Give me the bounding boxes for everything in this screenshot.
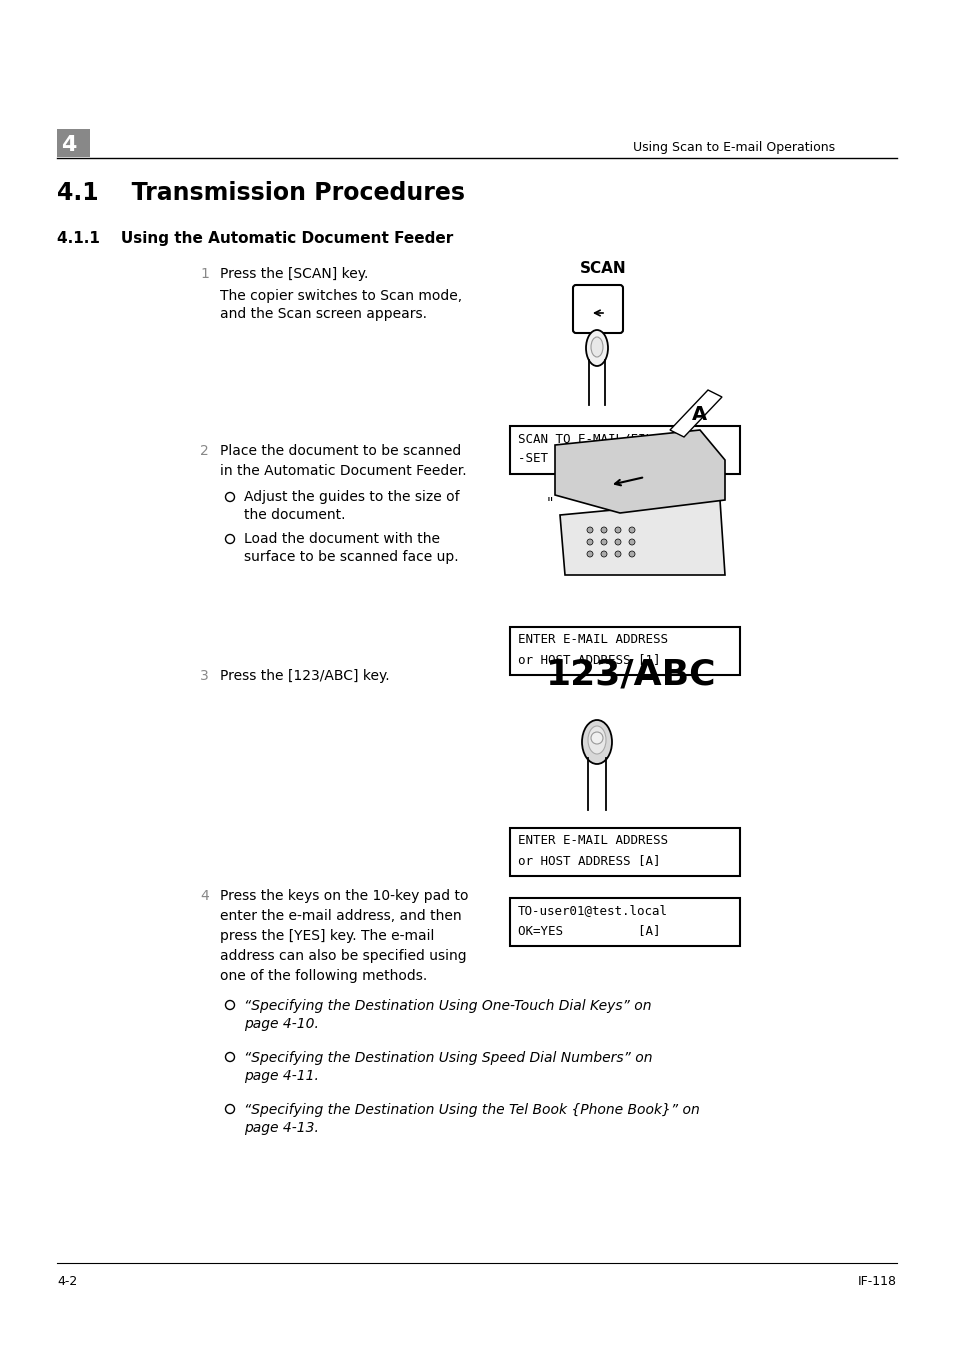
- Text: 4: 4: [200, 889, 209, 902]
- Text: ENTER E-MAIL ADDRESS: ENTER E-MAIL ADDRESS: [517, 634, 667, 646]
- Text: press the [YES] key. The e-mail: press the [YES] key. The e-mail: [220, 929, 434, 943]
- FancyBboxPatch shape: [573, 285, 622, 332]
- Text: 1: 1: [200, 267, 209, 281]
- Text: “Specifying the Destination Using the Tel Book {Phone Book}” on: “Specifying the Destination Using the Te…: [244, 1102, 699, 1117]
- Text: page 4-10.: page 4-10.: [244, 1017, 318, 1031]
- Text: IF-118: IF-118: [857, 1275, 896, 1288]
- Ellipse shape: [585, 330, 607, 366]
- Text: ": ": [546, 496, 553, 509]
- Text: Place the document to be scanned: Place the document to be scanned: [220, 444, 460, 458]
- Text: SCAN: SCAN: [579, 261, 626, 276]
- Circle shape: [615, 539, 620, 544]
- Text: Using Scan to E-mail Operations: Using Scan to E-mail Operations: [632, 141, 834, 154]
- Text: SCAN TO E-MAIL/FILE: SCAN TO E-MAIL/FILE: [517, 432, 659, 444]
- Text: ENTER E-MAIL ADDRESS: ENTER E-MAIL ADDRESS: [517, 834, 667, 847]
- Text: “Specifying the Destination Using One-Touch Dial Keys” on: “Specifying the Destination Using One-To…: [244, 998, 651, 1013]
- Text: Adjust the guides to the size of: Adjust the guides to the size of: [244, 490, 459, 504]
- Circle shape: [590, 732, 602, 744]
- Text: and the Scan screen appears.: and the Scan screen appears.: [220, 307, 427, 322]
- Text: 4: 4: [61, 135, 76, 155]
- Circle shape: [600, 539, 606, 544]
- Circle shape: [615, 527, 620, 534]
- Circle shape: [586, 527, 593, 534]
- Circle shape: [225, 1001, 234, 1009]
- Text: 123/ABC: 123/ABC: [545, 658, 716, 692]
- Text: TO-user01@test.local: TO-user01@test.local: [517, 904, 667, 917]
- Text: The copier switches to Scan mode,: The copier switches to Scan mode,: [220, 289, 461, 303]
- Bar: [510, 828, 740, 875]
- Text: the document.: the document.: [244, 508, 345, 521]
- Circle shape: [225, 535, 234, 543]
- Circle shape: [225, 1105, 234, 1113]
- Circle shape: [600, 527, 606, 534]
- Polygon shape: [669, 390, 721, 436]
- Circle shape: [586, 539, 593, 544]
- Bar: [510, 627, 740, 676]
- Text: in the Automatic Document Feeder.: in the Automatic Document Feeder.: [220, 463, 466, 478]
- Polygon shape: [559, 500, 724, 576]
- Text: Press the [SCAN] key.: Press the [SCAN] key.: [220, 267, 368, 281]
- Text: 2: 2: [200, 444, 209, 458]
- Text: -SET DOC.FACE UP-: -SET DOC.FACE UP-: [517, 453, 645, 465]
- Text: enter the e-mail address, and then: enter the e-mail address, and then: [220, 909, 461, 923]
- Circle shape: [600, 551, 606, 557]
- Text: Press the [123/ABC] key.: Press the [123/ABC] key.: [220, 669, 389, 684]
- Text: 4-2: 4-2: [57, 1275, 77, 1288]
- Text: “Specifying the Destination Using Speed Dial Numbers” on: “Specifying the Destination Using Speed …: [244, 1051, 652, 1065]
- Text: page 4-11.: page 4-11.: [244, 1069, 318, 1084]
- Circle shape: [586, 551, 593, 557]
- Text: 4.1    Transmission Procedures: 4.1 Transmission Procedures: [57, 181, 464, 205]
- Circle shape: [628, 539, 635, 544]
- Text: or HOST ADDRESS [A]: or HOST ADDRESS [A]: [517, 854, 659, 867]
- Ellipse shape: [587, 725, 605, 754]
- Circle shape: [225, 493, 234, 501]
- Text: Load the document with the: Load the document with the: [244, 532, 439, 546]
- Text: A: A: [691, 405, 706, 424]
- Circle shape: [615, 551, 620, 557]
- Bar: [57, 128, 90, 157]
- Circle shape: [628, 527, 635, 534]
- Ellipse shape: [590, 336, 602, 357]
- Text: address can also be specified using: address can also be specified using: [220, 948, 466, 963]
- Text: or HOST ADDRESS [1]: or HOST ADDRESS [1]: [517, 653, 659, 666]
- Circle shape: [628, 551, 635, 557]
- Ellipse shape: [581, 720, 612, 765]
- Text: OK=YES          [A]: OK=YES [A]: [517, 924, 659, 938]
- Polygon shape: [555, 430, 724, 513]
- Text: Press the keys on the 10-key pad to: Press the keys on the 10-key pad to: [220, 889, 468, 902]
- Circle shape: [225, 1052, 234, 1062]
- Text: page 4-13.: page 4-13.: [244, 1121, 318, 1135]
- Text: one of the following methods.: one of the following methods.: [220, 969, 427, 984]
- Bar: [510, 426, 740, 474]
- Text: 3: 3: [200, 669, 209, 684]
- Bar: [510, 898, 740, 946]
- Text: 4.1.1    Using the Automatic Document Feeder: 4.1.1 Using the Automatic Document Feede…: [57, 231, 453, 246]
- Text: surface to be scanned face up.: surface to be scanned face up.: [244, 550, 458, 563]
